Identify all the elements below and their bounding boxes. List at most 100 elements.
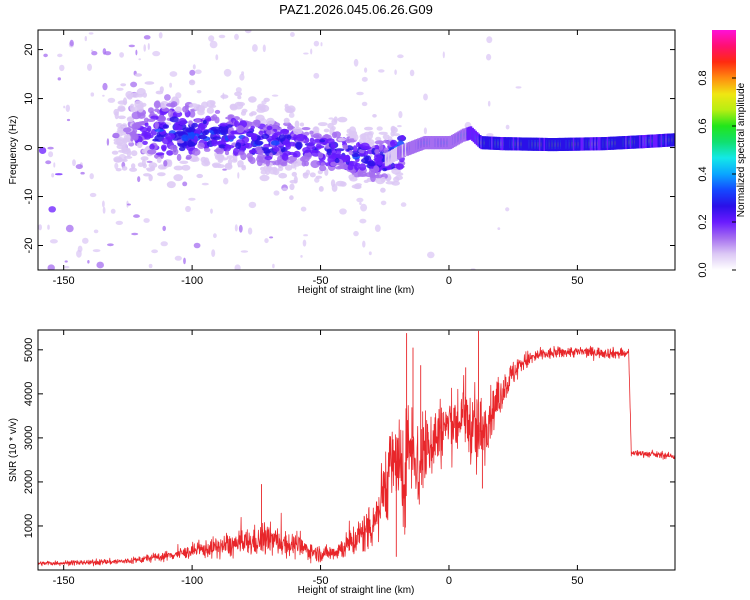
spectrogram-cell — [194, 119, 201, 123]
spectrogram-cell — [382, 168, 387, 172]
spectrogram-cell — [361, 76, 368, 82]
spectrogram-cell — [220, 94, 229, 99]
colorbar-tick-label: 0.8 — [697, 70, 709, 85]
spectrogram-cell — [129, 103, 135, 112]
spectrogram-cell — [497, 136, 501, 150]
spectrogram-cell — [498, 137, 502, 151]
spectrogram-cell — [87, 63, 92, 71]
spectrogram-cell — [354, 183, 362, 187]
spectrogram-cell — [549, 138, 553, 152]
spectrogram-frame — [37, 29, 676, 271]
spectrogram-cell — [374, 174, 384, 179]
spectrogram-cell — [368, 168, 376, 177]
spectrogram-cell — [486, 136, 490, 150]
spectrogram-cell — [552, 138, 556, 152]
spectrogram-cell — [514, 137, 517, 151]
spectrogram-cell — [107, 243, 114, 247]
spectrogram-cell — [359, 218, 367, 224]
spectrogram-cell — [143, 117, 149, 123]
spectrogram-cell — [423, 93, 428, 101]
spectrogram-cell — [173, 165, 184, 171]
spectrogram-cell — [104, 51, 112, 56]
spectrogram-cell — [390, 139, 398, 147]
spectrogram-cell — [214, 109, 221, 114]
spectrogram-cell — [148, 107, 154, 114]
spectrogram-cell — [206, 118, 212, 122]
spectrogram-cell — [331, 152, 337, 160]
spectrogram-cell — [404, 143, 408, 157]
spectrogram-cell — [131, 111, 141, 120]
spectrogram-x-tick-label: -50 — [313, 275, 329, 287]
spectrogram-cell — [204, 188, 212, 195]
spectrogram-cell — [188, 79, 196, 86]
spectrogram-cell — [166, 150, 174, 156]
spectrogram-cell — [569, 137, 573, 151]
spectrogram-cell — [185, 205, 191, 213]
spectrogram-cell — [660, 134, 664, 148]
spectrogram-cell — [585, 137, 588, 151]
spectrogram-cell — [394, 147, 397, 161]
spectrogram-cell — [421, 136, 425, 150]
spectrogram-cell — [142, 92, 147, 98]
spectrogram-cell — [515, 137, 519, 151]
spectrogram-cell — [309, 172, 316, 178]
spectrogram-cell — [264, 238, 269, 244]
spectrogram-cell — [116, 87, 124, 91]
spectrogram-cell — [302, 147, 311, 154]
spectrogram-cell — [112, 225, 115, 232]
spectrogram-cell — [317, 152, 324, 159]
spectrogram-cell — [142, 163, 147, 169]
snr-x-tick-label: 0 — [446, 575, 452, 587]
spectrogram-cell — [224, 150, 230, 156]
spectrogram-cell — [545, 137, 548, 151]
spectrogram-x-tick-label: -150 — [53, 275, 75, 287]
spectrogram-cell — [131, 232, 139, 236]
spectrogram-cell — [173, 132, 184, 137]
snr-x-tick-label: -150 — [53, 575, 75, 587]
spectrogram-cell — [249, 112, 254, 117]
spectrogram-cell — [236, 125, 245, 134]
spectrogram-cell — [115, 220, 124, 225]
spectrogram-cell — [144, 122, 149, 127]
spectrogram-cell — [662, 133, 665, 147]
spectrogram-cell — [300, 255, 303, 258]
spectrogram-cell — [247, 227, 253, 235]
spectrogram-cell — [435, 136, 439, 150]
spectrogram-cell — [121, 166, 128, 171]
spectrogram-cell — [380, 176, 386, 183]
spectrogram-cell — [157, 172, 166, 177]
spectrogram-cell — [172, 148, 179, 156]
spectrogram-cell — [182, 181, 188, 187]
spectrogram-cell — [57, 77, 61, 81]
spectrogram-cell — [657, 134, 661, 148]
spectrogram-cell — [314, 135, 320, 139]
spectrogram-cell — [623, 136, 627, 150]
spectrogram-cell — [211, 138, 219, 147]
spectrogram-cell — [469, 126, 473, 140]
spectrogram-cell — [143, 173, 151, 177]
spectrogram-cell — [278, 134, 286, 142]
spectrogram-cell — [457, 131, 460, 145]
spectrogram-cell — [431, 136, 434, 150]
spectrogram-cell — [164, 94, 171, 101]
spectrogram-cell — [123, 155, 133, 159]
spectrogram-cell — [317, 122, 328, 127]
spectrogram-cell — [293, 126, 303, 135]
spectrogram-cell — [537, 137, 541, 151]
spectrogram-cell — [417, 138, 420, 152]
spectrogram-cell — [363, 150, 369, 156]
spectrogram-cell — [65, 224, 74, 233]
spectrogram-cell — [237, 160, 244, 168]
spectrogram-cell — [262, 147, 270, 154]
spectrogram-cell — [303, 131, 310, 136]
colorbar-tick-label: 0.4 — [697, 166, 709, 181]
spectrogram-cell — [395, 147, 399, 161]
spectrogram-cell — [608, 136, 611, 150]
spectrogram-cell — [631, 135, 635, 149]
spectrogram-cell — [49, 239, 58, 244]
spectrogram-cell — [38, 224, 42, 231]
spectrogram-cell — [335, 180, 346, 187]
spectrogram-cell — [102, 94, 105, 97]
spectrogram-cell — [449, 135, 453, 149]
spectrogram-cell — [390, 131, 395, 137]
